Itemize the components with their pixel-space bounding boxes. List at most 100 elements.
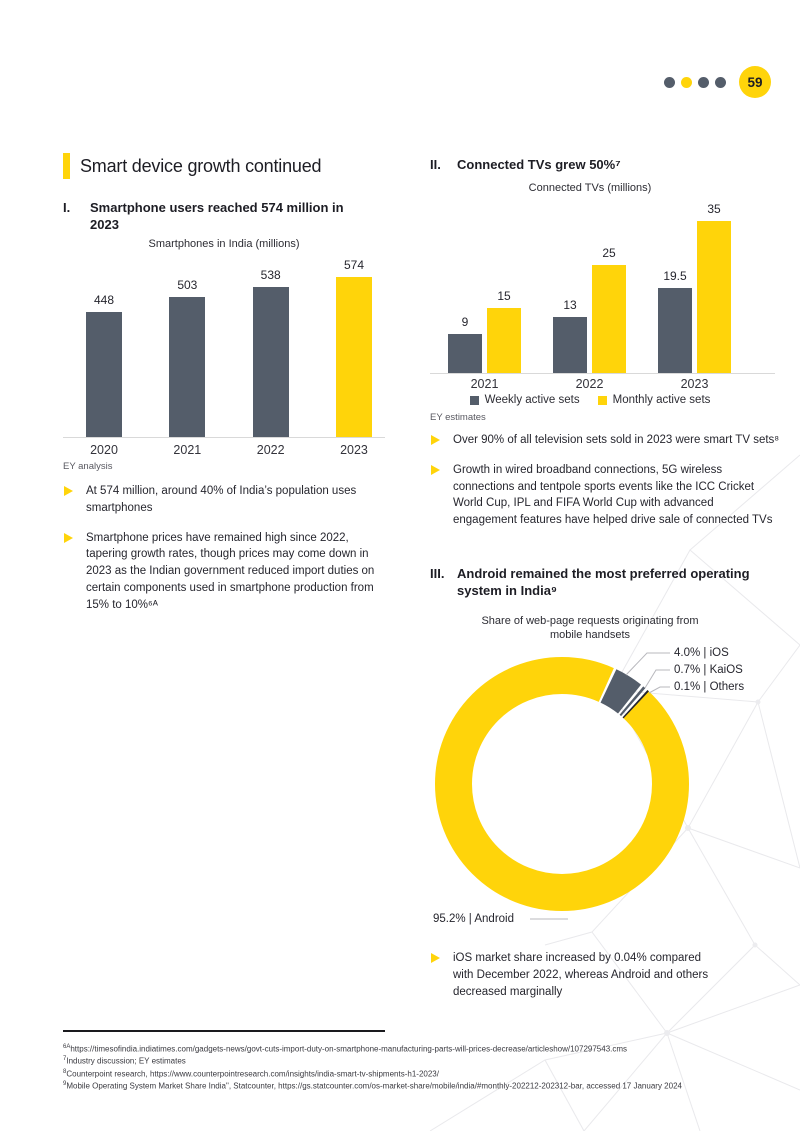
- connected-tvs-bar-chart: 9 15 13 25 19.5 35: [430, 202, 775, 374]
- bar-value-label: 13: [563, 297, 577, 312]
- legend-item-monthly: Monthly active sets: [597, 394, 711, 406]
- bar-value-label: 503: [177, 277, 198, 292]
- smartphone-bullet-list: At 574 million, around 40% of India’s po…: [63, 483, 385, 626]
- donut-label-android: 95.2% | Android: [433, 913, 514, 925]
- page-title: Smart device growth continued: [80, 155, 322, 176]
- bar-value-label: 15: [497, 288, 511, 303]
- bar-column: 574: [335, 257, 372, 437]
- source-ey-analysis: EY analysis: [63, 461, 113, 472]
- progress-dot: [715, 76, 726, 88]
- legend-item-weekly: Weekly active sets: [469, 394, 580, 406]
- x-axis-label: 2021: [173, 443, 202, 457]
- heading-numeral: I.: [63, 200, 71, 215]
- x-axis-label: 2021: [470, 377, 499, 391]
- heading-numeral: II.: [430, 157, 441, 172]
- heading-text: Android remained the most preferred oper…: [457, 566, 750, 598]
- bullet-text: Growth in wired broadband connections, 5…: [453, 463, 773, 527]
- progress-dot: [698, 76, 709, 88]
- chart-title-connected-tvs: Connected TVs (millions): [528, 182, 652, 194]
- progress-dot: [681, 76, 692, 88]
- smartphones-bar-chart: 448 503 538 574: [63, 253, 385, 438]
- bullet-text: At 574 million, around 40% of India’s po…: [86, 485, 357, 514]
- chart-title-smartphones: Smartphones in India (millions): [148, 238, 300, 250]
- bar-column: 538: [252, 267, 289, 437]
- source-ey-estimates: EY estimates: [430, 412, 486, 423]
- donut-svg: [435, 652, 689, 920]
- bar-column: 448: [86, 293, 122, 437]
- bullet-triangle-icon: [64, 486, 73, 496]
- bar-value-label: 35: [707, 202, 721, 217]
- x-axis-label: 2020: [90, 443, 118, 457]
- legend-label: Weekly active sets: [484, 394, 580, 406]
- heading-numeral: III.: [430, 566, 445, 581]
- bar: [448, 333, 482, 373]
- heading-text: Connected TVs grew 50%⁷: [457, 157, 621, 172]
- bullet-text: iOS market share increased by 0.04% comp…: [453, 952, 709, 998]
- legend-swatch-weekly: [469, 395, 479, 405]
- bar-value-label: 19.5: [663, 269, 687, 284]
- os-share-donut-chart: 4.0% | iOS 0.7% | KaiOS 0.1% | Others 95…: [430, 647, 775, 945]
- bar-value-label: 25: [602, 245, 616, 260]
- page-number-badge: 59: [739, 66, 771, 98]
- bullet-text: Over 90% of all television sets sold in …: [453, 434, 780, 446]
- bar-group: 9 15: [448, 289, 521, 373]
- bar-group: 19.5 35: [658, 202, 731, 373]
- bar-column: 25: [592, 245, 626, 373]
- bar: [335, 276, 372, 437]
- bar-column: 9: [448, 315, 482, 373]
- x-axis-label: 2023: [340, 443, 368, 457]
- donut-label-others: 0.1% | Others: [674, 681, 745, 693]
- bullet-triangle-icon: [431, 953, 440, 963]
- bar-value-label: 448: [93, 293, 115, 307]
- heading-connected-tvs: II. Connected TVs grew 50%⁷: [430, 157, 775, 174]
- bar: [252, 286, 289, 437]
- x-axis-label: 2023: [680, 377, 709, 391]
- yellow-accent-bar: [63, 153, 70, 179]
- smartphones-x-axis-labels: 2020 2021 2022 2023: [63, 443, 385, 457]
- bar-column: 503: [169, 277, 206, 437]
- donut-label-ios: 4.0% | iOS: [674, 647, 729, 659]
- bullet-item: iOS market share increased by 0.04% comp…: [430, 950, 715, 1000]
- bar: [487, 307, 521, 373]
- bullet-triangle-icon: [431, 435, 440, 445]
- bar-group: 13 25: [553, 245, 626, 373]
- bullet-text: Smartphone prices have remained high sin…: [86, 531, 375, 611]
- heading-android: III. Android remained the most preferred…: [430, 566, 750, 600]
- legend-swatch-monthly: [597, 395, 607, 405]
- progress-dot: [664, 76, 675, 88]
- x-axis-label: 2022: [575, 377, 604, 391]
- page-header-badge: 59: [664, 66, 771, 98]
- footnote-divider: [63, 1030, 385, 1032]
- bar: [697, 221, 731, 373]
- footnote: 8Counterpoint research, https://www.coun…: [63, 1068, 439, 1079]
- bar-value-label: 538: [260, 267, 281, 282]
- footnote: 7Industry discussion; EY estimates: [63, 1056, 186, 1066]
- bar: [86, 312, 122, 437]
- bar: [553, 316, 587, 373]
- connected-tvs-x-axis-labels: 2021 2022 2023: [430, 377, 775, 391]
- ios-share-bullet-list: iOS market share increased by 0.04% comp…: [430, 950, 715, 1013]
- heading-text: Smartphone users reached 574 million in …: [90, 200, 344, 232]
- donut-segment-android: [435, 657, 689, 911]
- donut-label-kaios: 0.7% | KaiOS: [674, 664, 743, 676]
- donut-chart-title: Share of web-page requests originating f…: [481, 615, 699, 642]
- bar-column: 35: [697, 202, 731, 373]
- footnotes: 6Ahttps://timesofindia.indiatimes.com/ga…: [63, 1043, 763, 1092]
- bullet-item: Growth in wired broadband connections, 5…: [430, 462, 780, 529]
- bar-column: 15: [487, 289, 521, 373]
- legend-label: Monthly active sets: [612, 394, 711, 406]
- bullet-item: At 574 million, around 40% of India’s po…: [63, 483, 385, 517]
- bar-value-label: 574: [343, 257, 364, 272]
- heading-smartphones: I. Smartphone users reached 574 million …: [63, 200, 368, 234]
- bullet-item: Smartphone prices have remained high sin…: [63, 530, 385, 614]
- donut-leader-lines: [530, 652, 670, 920]
- bar: [592, 264, 626, 373]
- bar: [169, 296, 206, 437]
- bar-column: 13: [553, 298, 587, 373]
- footnote: 6Ahttps://timesofindia.indiatimes.com/ga…: [63, 1044, 628, 1054]
- bullet-item: Over 90% of all television sets sold in …: [430, 432, 780, 449]
- section-title-row: Smart device growth continued: [63, 153, 322, 179]
- bullet-triangle-icon: [64, 532, 73, 543]
